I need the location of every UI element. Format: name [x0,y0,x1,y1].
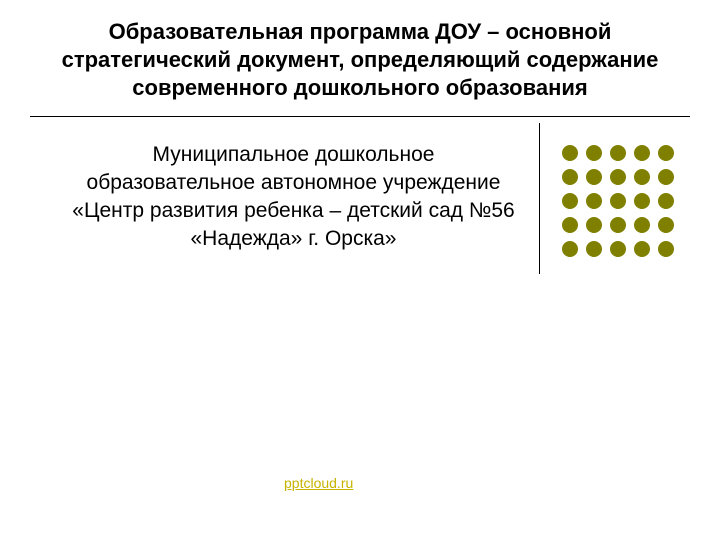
body-row: Муниципальное дошкольное образовательное… [30,117,690,276]
decor-dot [562,169,578,185]
slide-title: Образовательная программа ДОУ – основной… [30,18,690,116]
decor-dot-grid [562,145,690,257]
decor-dot [658,193,674,209]
decor-dot [658,241,674,257]
decor-dot [586,217,602,233]
decor-dot [610,217,626,233]
decor-dot [658,169,674,185]
decor-dot [610,145,626,161]
decor-dot [562,241,578,257]
decor-dot [586,241,602,257]
decor-dot [658,217,674,233]
decor-dot [562,145,578,161]
decor-dot [586,193,602,209]
slide-subtitle: Муниципальное дошкольное образовательное… [72,141,515,252]
decor-dot [634,241,650,257]
decor-dot [586,145,602,161]
slide: Образовательная программа ДОУ – основной… [0,0,720,540]
decor-dot [634,145,650,161]
decor-dot [562,193,578,209]
decor-dot [586,169,602,185]
decor-dot [610,193,626,209]
footer-link[interactable]: pptcloud.ru [284,476,364,491]
decor-dot [658,145,674,161]
subtitle-cell: Муниципальное дошкольное образовательное… [30,117,539,276]
decor-dot [562,217,578,233]
decor-dot [634,169,650,185]
decor-dots-cell [540,117,690,276]
decor-dot [610,241,626,257]
decor-dot [634,193,650,209]
decor-dot [610,169,626,185]
decor-dot [634,217,650,233]
